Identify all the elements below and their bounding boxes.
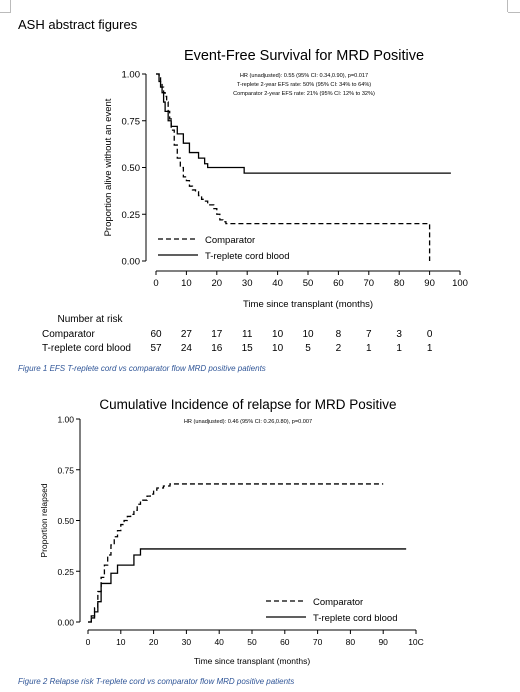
series-t-replete bbox=[156, 73, 451, 174]
series-comparator bbox=[88, 483, 384, 623]
figure2-caption: Figure 2 Relapse risk T-replete cord vs … bbox=[18, 677, 295, 686]
x-tick-label: 10 bbox=[181, 278, 192, 289]
risk-value: 15 bbox=[242, 343, 254, 354]
risk-value: 7 bbox=[366, 329, 372, 340]
chart-annotation: HR (unadjusted): 0.55 (95% CI: 0.34,0.90… bbox=[240, 73, 368, 79]
risk-value: 3 bbox=[396, 329, 402, 340]
x-tick-label: 50 bbox=[247, 637, 257, 647]
risk-table-title: Number at risk bbox=[57, 314, 123, 325]
x-axis-label: Time since transplant (months) bbox=[194, 656, 311, 666]
y-axis-label: Proportion relapsed bbox=[39, 483, 49, 557]
x-tick-label: 70 bbox=[364, 278, 375, 289]
risk-row-label: Comparator bbox=[42, 329, 95, 340]
page-corner-mark-left-h bbox=[0, 12, 11, 13]
risk-value: 57 bbox=[150, 343, 162, 354]
risk-value: 5 bbox=[305, 343, 311, 354]
x-tick-label: 10 bbox=[116, 637, 126, 647]
x-tick-label: 30 bbox=[182, 637, 192, 647]
y-tick-label: 1.00 bbox=[122, 70, 141, 81]
x-tick-label: 90 bbox=[378, 637, 388, 647]
page-corner-mark-left bbox=[0, 0, 11, 12]
page-corner-mark-right bbox=[507, 0, 520, 12]
chart-title: Event-Free Survival for MRD Positive bbox=[184, 48, 424, 64]
x-tick-label: 30 bbox=[242, 278, 253, 289]
y-axis-label: Proportion alive without an event bbox=[103, 98, 114, 236]
risk-value: 17 bbox=[211, 329, 223, 340]
chart-annotation: T-replete 2-year EFS rate: 50% (95% CI: … bbox=[237, 82, 371, 88]
y-tick-label: 0.25 bbox=[122, 210, 141, 221]
x-tick-label: 20 bbox=[212, 278, 223, 289]
risk-value: 10 bbox=[302, 329, 314, 340]
risk-value: 1 bbox=[427, 343, 433, 354]
x-tick-label: 50 bbox=[303, 278, 314, 289]
risk-value: 24 bbox=[181, 343, 193, 354]
page-corner-mark-right-h bbox=[508, 12, 520, 13]
chart-title: Cumulative Incidence of relapse for MRD … bbox=[99, 397, 396, 412]
y-tick-label: 0.75 bbox=[122, 116, 141, 127]
document-heading: ASH abstract figures bbox=[18, 17, 138, 32]
risk-value: 2 bbox=[336, 343, 342, 354]
x-tick-label: 80 bbox=[394, 278, 405, 289]
series-t-replete bbox=[88, 548, 407, 623]
x-tick-label: 90 bbox=[424, 278, 435, 289]
x-tick-label: 40 bbox=[272, 278, 283, 289]
risk-value: 27 bbox=[181, 329, 193, 340]
risk-value: 16 bbox=[211, 343, 223, 354]
x-tick-label: 60 bbox=[333, 278, 344, 289]
figure1-caption: Figure 1 EFS T-replete cord vs comparato… bbox=[18, 364, 266, 373]
y-tick-label: 0.25 bbox=[57, 567, 74, 577]
risk-value: 10 bbox=[272, 343, 284, 354]
legend-label: Comparator bbox=[313, 597, 363, 608]
efs-chart: Event-Free Survival for MRD Positive HR (… bbox=[42, 48, 468, 354]
x-tick-label: 100 bbox=[452, 278, 468, 289]
x-tick-label: 10C bbox=[408, 637, 424, 647]
risk-value: 1 bbox=[396, 343, 402, 354]
chart-annotation: HR (unadjusted): 0.46 (95% CI: 0.26,0.80… bbox=[184, 419, 312, 425]
y-tick-label: 0.50 bbox=[122, 163, 141, 174]
x-tick-label: 80 bbox=[346, 637, 356, 647]
risk-value: 10 bbox=[272, 329, 284, 340]
risk-value: 11 bbox=[242, 329, 253, 340]
legend-label: T-replete cord blood bbox=[205, 251, 290, 262]
series-comparator bbox=[156, 73, 431, 261]
y-tick-label: 0.00 bbox=[57, 618, 74, 628]
risk-value: 8 bbox=[336, 329, 342, 340]
risk-row-label: T-replete cord blood bbox=[42, 343, 131, 354]
x-tick-label: 40 bbox=[214, 637, 224, 647]
risk-value: 0 bbox=[427, 329, 433, 340]
x-tick-label: 0 bbox=[153, 278, 158, 289]
chart-annotation: Comparator 2-year EFS rate: 21% (95% CI:… bbox=[233, 91, 375, 97]
x-tick-label: 60 bbox=[280, 637, 290, 647]
legend-label: Comparator bbox=[205, 235, 255, 246]
legend-label: T-replete cord blood bbox=[313, 613, 398, 624]
x-axis-label: Time since transplant (months) bbox=[243, 299, 373, 310]
x-tick-label: 20 bbox=[149, 637, 159, 647]
risk-value: 1 bbox=[366, 343, 372, 354]
y-tick-label: 0.50 bbox=[57, 516, 74, 526]
risk-value: 60 bbox=[150, 329, 162, 340]
x-tick-label: 70 bbox=[313, 637, 323, 647]
y-tick-label: 0.75 bbox=[57, 465, 74, 475]
y-tick-label: 0.00 bbox=[122, 257, 141, 268]
x-tick-label: 0 bbox=[86, 637, 91, 647]
y-tick-label: 1.00 bbox=[57, 415, 74, 425]
